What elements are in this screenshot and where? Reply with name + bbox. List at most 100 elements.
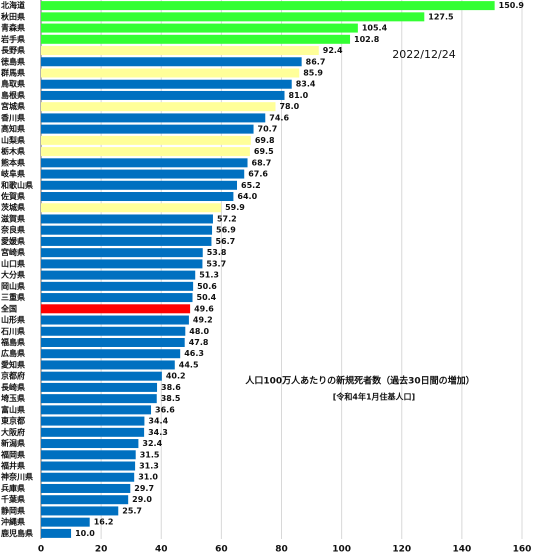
y-tick-label: 岐阜県	[1, 169, 25, 179]
y-tick-label: 東京都	[1, 416, 25, 426]
bar	[41, 214, 213, 224]
y-tick-label: 広島県	[1, 348, 25, 358]
y-tick-label: 静岡県	[1, 505, 25, 515]
y-tick-label: 熊本県	[1, 157, 25, 167]
bar	[41, 405, 152, 415]
y-tick-label: 福島県	[0, 337, 25, 347]
bar	[41, 382, 158, 392]
bar	[41, 270, 196, 280]
value-label: 34.3	[148, 428, 168, 437]
bar	[41, 46, 319, 56]
y-tick-label: 栃木県	[1, 146, 25, 156]
y-tick-label: 愛知県	[1, 359, 25, 369]
y-tick-label: 京都府	[1, 371, 25, 381]
x-tick-label: 40	[155, 545, 168, 555]
bar	[41, 102, 276, 112]
y-tick-label: 埼玉県	[1, 393, 25, 403]
value-label: 51.3	[199, 271, 219, 280]
y-tick-label: 岡山県	[1, 281, 25, 291]
value-label: 69.5	[254, 147, 274, 156]
x-tick-label: 140	[452, 545, 471, 555]
y-tick-label: 青森県	[1, 23, 25, 33]
y-tick-label: 山口県	[1, 258, 25, 268]
value-label: 81.0	[289, 91, 309, 100]
y-tick-label: 兵庫県	[1, 483, 25, 493]
bar	[41, 337, 185, 347]
value-label: 68.7	[252, 158, 272, 167]
value-label: 50.6	[197, 282, 217, 291]
x-tick-label: 60	[215, 545, 228, 555]
value-label: 29.7	[134, 484, 154, 493]
bar	[41, 1, 495, 11]
value-label: 44.5	[179, 360, 199, 369]
bar	[41, 371, 162, 381]
bar	[41, 281, 194, 291]
bar	[41, 495, 129, 505]
bar	[41, 180, 238, 190]
y-tick-label: 千葉県	[1, 494, 25, 504]
y-tick-label: 高知県	[1, 124, 25, 134]
value-label: 48.0	[189, 327, 209, 336]
value-label: 70.7	[258, 125, 278, 134]
y-tick-label: 大分県	[1, 270, 25, 280]
value-label: 53.7	[206, 259, 226, 268]
y-tick-label: 三重県	[1, 292, 25, 302]
x-tick-label: 160	[513, 545, 532, 555]
bar	[41, 304, 191, 314]
bar	[41, 326, 186, 336]
value-label: 67.6	[248, 170, 268, 179]
y-tick-label: 香川県	[0, 112, 25, 122]
value-label: 69.8	[255, 136, 275, 145]
y-tick-label: 新潟県	[1, 438, 25, 448]
value-label: 64.0	[237, 192, 257, 201]
bar	[41, 483, 131, 493]
x-tick-label: 20	[95, 545, 108, 555]
value-label: 74.6	[269, 113, 289, 122]
value-label: 36.6	[155, 405, 175, 414]
bar	[41, 135, 251, 145]
value-label: 86.7	[306, 57, 326, 66]
bar	[41, 517, 90, 527]
value-label: 85.9	[303, 68, 323, 77]
value-label: 29.0	[132, 495, 152, 504]
y-tick-label: 長崎県	[1, 382, 25, 392]
bar	[41, 360, 175, 370]
value-label: 38.6	[161, 383, 181, 392]
bar	[41, 416, 145, 426]
value-label: 25.7	[122, 506, 142, 515]
y-tick-label: 全国	[0, 303, 17, 313]
y-tick-label: 福岡県	[0, 449, 25, 459]
y-tick-label: 滋賀県	[1, 213, 25, 223]
value-label: 57.2	[217, 214, 237, 223]
y-tick-label: 石川県	[0, 326, 25, 336]
y-tick-label: 奈良県	[0, 225, 25, 235]
value-label: 31.3	[139, 462, 159, 471]
bar	[41, 315, 189, 325]
bar	[41, 203, 222, 213]
annotation-title: 人口100万人あたりの新規死者数（過去30日間の増加）	[244, 375, 474, 387]
value-label: 49.6	[194, 304, 214, 313]
x-tick-label: 100	[332, 545, 351, 555]
bar	[41, 236, 212, 246]
bar	[41, 68, 300, 78]
bar	[41, 169, 245, 179]
y-tick-label: 神奈川県	[1, 472, 33, 482]
annotation-note: [令和4年1月住基人口]	[333, 392, 415, 402]
y-tick-label: 愛媛県	[1, 236, 25, 246]
x-tick-label: 0	[38, 545, 44, 555]
value-label: 56.9	[216, 226, 236, 235]
y-tick-label: 和歌山県	[1, 180, 33, 190]
y-tick-label: 秋田県	[0, 11, 25, 21]
y-tick-label: 山形県	[1, 315, 25, 325]
bar	[41, 124, 254, 134]
x-tick-label: 80	[275, 545, 288, 555]
y-tick-label: 宮城県	[1, 101, 25, 111]
value-label: 31.5	[140, 450, 160, 459]
y-tick-label: 茨城県	[1, 202, 25, 212]
bar	[41, 472, 135, 482]
bar	[41, 248, 203, 258]
value-label: 105.4	[362, 24, 388, 33]
x-tick-label: 120	[392, 545, 411, 555]
value-label: 102.8	[354, 35, 380, 44]
